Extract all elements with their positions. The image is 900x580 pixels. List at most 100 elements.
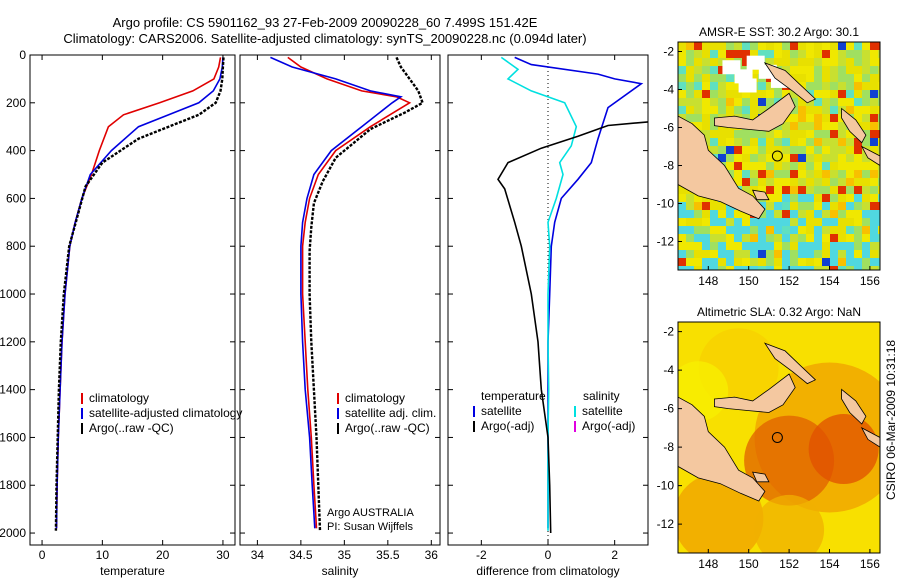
sst-cell <box>806 202 814 210</box>
sst-cell <box>710 250 718 258</box>
sst-cell <box>750 218 758 226</box>
sst-cell <box>710 122 718 130</box>
sst-cell <box>710 146 718 154</box>
sst-cell <box>878 130 880 138</box>
sst-cell <box>806 162 814 170</box>
sst-cell <box>838 50 846 58</box>
sst-cell <box>766 42 774 50</box>
sst-cell <box>694 74 702 82</box>
map-y-tick-label: -12 <box>657 517 675 531</box>
coastline-land <box>678 115 766 220</box>
x-tick-label: 30 <box>216 548 230 562</box>
sst-cell <box>726 250 734 258</box>
sst-cell <box>758 186 766 194</box>
x-tick-label: 35.5 <box>376 548 400 562</box>
sst-cell <box>718 202 726 210</box>
sst-cell <box>838 74 846 82</box>
sst-cell <box>822 154 830 162</box>
sst-cell <box>734 106 742 114</box>
sst-cell <box>862 194 870 202</box>
sst-cell <box>806 186 814 194</box>
sst-cell <box>694 266 702 270</box>
series-line-temperature-1 <box>55 57 224 529</box>
sst-cell <box>846 162 854 170</box>
sst-cell <box>822 98 830 106</box>
sst-cell <box>710 242 718 250</box>
sst-cell <box>806 98 814 106</box>
sst-cell <box>822 258 830 266</box>
series-line-salinity-2 <box>308 56 425 531</box>
sst-cell <box>742 50 750 58</box>
sst-cell <box>710 90 718 98</box>
sst-cell <box>702 106 710 114</box>
sst-cell <box>774 130 782 138</box>
coastline-land <box>841 388 867 425</box>
sst-cell <box>790 218 798 226</box>
sst-cell <box>750 170 758 178</box>
sst-cell <box>854 154 862 162</box>
sst-cell <box>798 194 806 202</box>
sst-cell <box>718 66 726 74</box>
coastline-land <box>763 342 817 385</box>
sst-cell <box>790 42 798 50</box>
sst-cell <box>694 90 702 98</box>
legend-label: temperature <box>481 389 546 403</box>
sst-cell <box>814 162 822 170</box>
sst-cell <box>710 82 718 90</box>
sst-cell <box>750 74 758 82</box>
sst-cell <box>862 266 870 270</box>
sst-cell <box>814 90 822 98</box>
y-tick-label: 400 <box>6 144 26 158</box>
sst-cell <box>806 114 814 122</box>
sst-missing-cell <box>738 78 757 93</box>
sst-cell <box>830 170 838 178</box>
sst-cell <box>758 130 766 138</box>
sst-cell <box>822 234 830 242</box>
sst-cell <box>838 146 846 154</box>
sst-cell <box>702 266 710 270</box>
sst-cell <box>862 98 870 106</box>
sst-cell <box>774 250 782 258</box>
sst-cell <box>854 266 862 270</box>
sst-cell <box>742 226 750 234</box>
sst-cell <box>878 58 880 66</box>
sst-cell <box>718 234 726 242</box>
sst-cell <box>814 178 822 186</box>
sst-cell <box>774 226 782 234</box>
sst-cell <box>830 234 838 242</box>
sst-cell <box>806 258 814 266</box>
sst-cell <box>878 234 880 242</box>
sst-cell <box>742 250 750 258</box>
sst-cell <box>870 258 878 266</box>
sst-cell <box>742 90 750 98</box>
sst-cell <box>694 202 702 210</box>
sst-cell <box>702 50 710 58</box>
sst-cell <box>742 218 750 226</box>
sst-cell <box>742 162 750 170</box>
sst-cell <box>686 114 694 122</box>
sst-cell <box>854 146 862 154</box>
sst-cell <box>758 258 766 266</box>
sst-cell <box>830 258 838 266</box>
sst-cell <box>782 242 790 250</box>
sst-cell <box>790 242 798 250</box>
sst-cell <box>822 114 830 122</box>
sst-cell <box>846 170 854 178</box>
sst-cell <box>734 138 742 146</box>
sst-cell <box>702 210 710 218</box>
sst-cell <box>790 138 798 146</box>
sst-cell <box>694 122 702 130</box>
sst-cell <box>774 178 782 186</box>
sst-cell <box>742 178 750 186</box>
sst-cell <box>686 194 694 202</box>
sst-cell <box>830 82 838 90</box>
map-y-tick-label: -6 <box>663 402 674 416</box>
sst-cell <box>806 226 814 234</box>
sst-cell <box>846 186 854 194</box>
sst-cell <box>806 250 814 258</box>
sst-cell <box>846 50 854 58</box>
sst-cell <box>758 234 766 242</box>
sst-cell <box>814 58 822 66</box>
sst-cell <box>798 186 806 194</box>
sst-cell <box>702 218 710 226</box>
